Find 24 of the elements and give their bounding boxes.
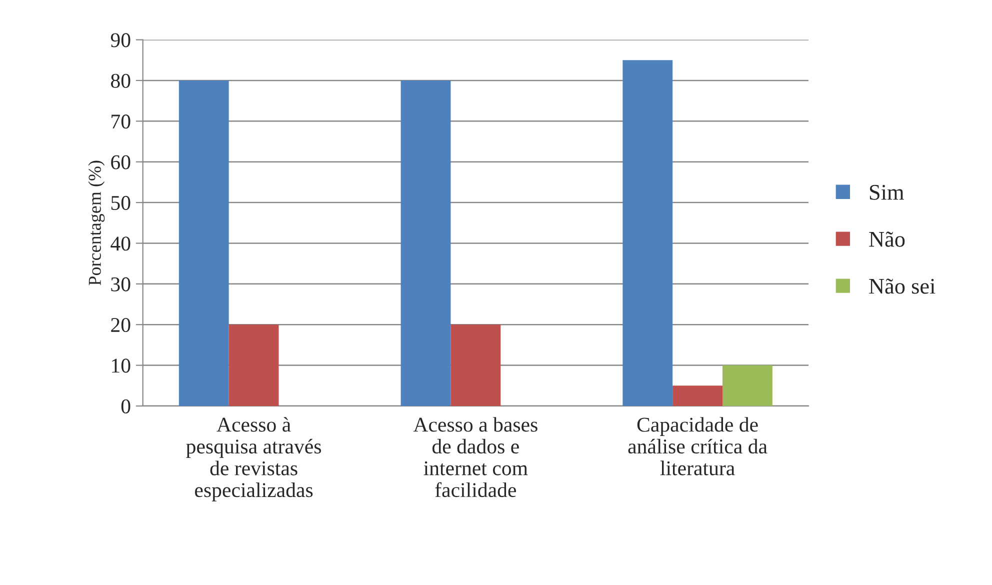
y-tick-label: 60: [111, 155, 130, 170]
legend-label: Não sei: [869, 278, 936, 294]
legend-label: Sim: [870, 184, 904, 200]
bar: [228, 324, 279, 406]
bar: [450, 324, 501, 406]
bar: [672, 386, 723, 406]
x-tick-label: Acesso a bases de dados e internet com facilidade: [413, 417, 538, 498]
bar: [722, 365, 772, 406]
bar: [622, 60, 673, 406]
y-tick-label: 90: [110, 33, 130, 48]
y-tick-label: 10: [112, 358, 130, 373]
bar: [400, 80, 451, 406]
y-tick-label: 0: [121, 399, 130, 414]
x-tick-label: Acesso à pesquisa através de revistas especializadas: [186, 417, 321, 502]
y-axis-title: Porcentagem (%): [88, 160, 105, 286]
y-tick-label: 40: [110, 236, 130, 251]
y-tick-label: 70: [112, 114, 130, 129]
legend-label: Não: [869, 232, 905, 247]
y-tick-label: 30: [111, 277, 130, 292]
y-tick-label: 50: [111, 196, 130, 210]
x-tick-label: Capacidade de análise crítica da literatura: [628, 417, 768, 476]
bar: [178, 80, 229, 406]
y-tick-label: 80: [111, 74, 130, 88]
y-tick-label: 20: [111, 318, 130, 332]
